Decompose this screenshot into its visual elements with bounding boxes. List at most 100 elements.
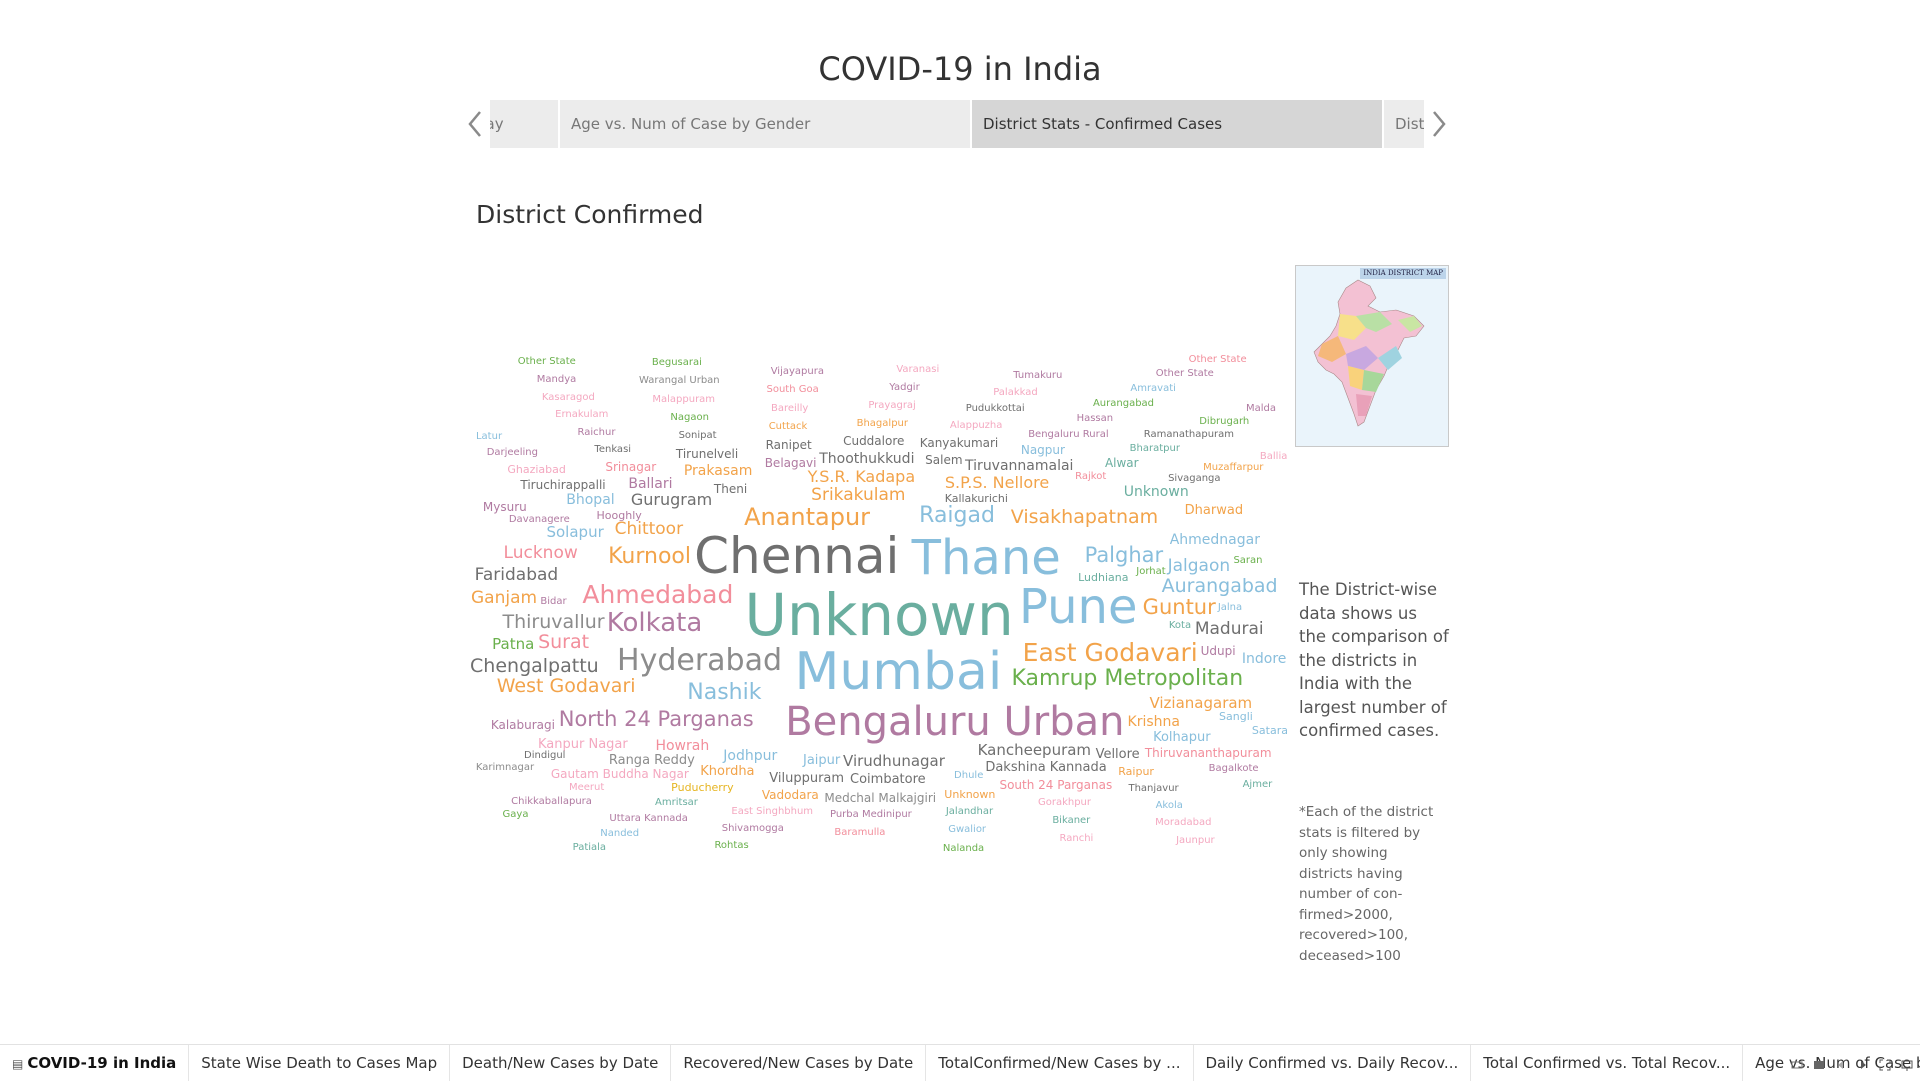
cloud-word-medchal-malkajgiri[interactable]: Medchal Malkajgiri [824, 790, 937, 805]
cloud-word-baramulla[interactable]: Baramulla [834, 827, 886, 839]
cloud-word-ramanathapuram[interactable]: Ramanathapuram [1143, 429, 1235, 441]
cloud-word-ahmednagar[interactable]: Ahmednagar [1169, 531, 1260, 548]
cloud-word-amravati[interactable]: Amravati [1130, 383, 1176, 394]
cloud-word-kancheepuram[interactable]: Kancheepuram [977, 740, 1092, 759]
cloud-word-jaipur[interactable]: Jaipur [803, 753, 841, 769]
cloud-word-vellore[interactable]: Vellore [1095, 747, 1140, 763]
cloud-word-nagpur[interactable]: Nagpur [1020, 443, 1065, 458]
cloud-word-chittoor[interactable]: Chittoor [614, 519, 684, 540]
cloud-word-kalaburagi[interactable]: Kalaburagi [490, 717, 555, 732]
cloud-word-unknown[interactable]: Unknown [1123, 483, 1189, 500]
cloud-word-guntur[interactable]: Guntur [1142, 594, 1216, 619]
cloud-word-faridabad[interactable]: Faridabad [474, 564, 559, 585]
cloud-word-bhopal[interactable]: Bhopal [566, 492, 615, 509]
cloud-word-vadodara[interactable]: Vadodara [761, 788, 819, 803]
cloud-word-vijayapura[interactable]: Vijayapura [770, 366, 824, 378]
cloud-word-palghar[interactable]: Palghar [1084, 543, 1164, 568]
cloud-word-hassan[interactable]: Hassan [1076, 413, 1114, 425]
cloud-word-gwalior[interactable]: Gwalior [948, 824, 987, 836]
cloud-word-moradabad[interactable]: Moradabad [1155, 817, 1212, 829]
cloud-word-vizianagaram[interactable]: Vizianagaram [1149, 693, 1253, 712]
cloud-word-theni[interactable]: Theni [713, 481, 748, 496]
cloud-word-khordha[interactable]: Khordha [700, 764, 755, 780]
story-point-age-gender[interactable]: Age vs. Num of Case by Gender [560, 100, 970, 148]
fullscreen-icon[interactable] [1878, 1058, 1892, 1072]
tab-recovered-new-cases[interactable]: Recovered/New Cases by Date [671, 1045, 927, 1081]
cloud-word-davanagere[interactable]: Davanagere [508, 514, 570, 526]
cloud-word-howrah[interactable]: Howrah [655, 737, 710, 754]
cloud-word-visakhapatnam[interactable]: Visakhapatnam [1010, 505, 1159, 528]
cloud-word-ranipet[interactable]: Ranipet [765, 437, 812, 452]
cloud-word-nanded[interactable]: Nanded [600, 827, 640, 839]
cloud-word-jalandhar[interactable]: Jalandhar [945, 806, 994, 818]
cloud-word-thane[interactable]: Thane [911, 530, 1061, 587]
cloud-word-bengaluru-rural[interactable]: Bengaluru Rural [1028, 428, 1109, 440]
cloud-word-yadgir[interactable]: Yadgir [889, 382, 920, 393]
cloud-word-muzaffarpur[interactable]: Muzaffarpur [1203, 461, 1264, 473]
filmstrip-icon[interactable] [1790, 1058, 1804, 1072]
cloud-word-jaunpur[interactable]: Jaunpur [1176, 835, 1215, 847]
cloud-word-gurugram[interactable]: Gurugram [630, 490, 713, 510]
cloud-word-bhagalpur[interactable]: Bhagalpur [856, 417, 908, 429]
cloud-word-other-state[interactable]: Other State [1155, 368, 1214, 380]
tab-state-death-map[interactable]: State Wise Death to Cases Map [189, 1045, 451, 1081]
cloud-word-ahmedabad[interactable]: Ahmedabad [582, 580, 734, 610]
cloud-word-ballia[interactable]: Ballia [1259, 450, 1288, 462]
cloud-word-ranchi[interactable]: Ranchi [1059, 833, 1094, 845]
cloud-word-bidar[interactable]: Bidar [540, 596, 567, 608]
cloud-word-raigad[interactable]: Raigad [919, 502, 995, 528]
cloud-word-west-godavari[interactable]: West Godavari [496, 675, 636, 698]
cloud-word-amritsar[interactable]: Amritsar [655, 797, 698, 809]
cloud-word-raipur[interactable]: Raipur [1118, 764, 1154, 778]
cloud-word-aurangabad[interactable]: Aurangabad [1092, 397, 1155, 409]
cloud-word-bareilly[interactable]: Bareilly [771, 402, 809, 414]
cloud-word-meerut[interactable]: Meerut [568, 782, 605, 794]
cloud-word-ernakulam[interactable]: Ernakulam [555, 409, 609, 421]
tab-total-confirmed-new-cases[interactable]: TotalConfirmed/New Cases by ... [926, 1045, 1194, 1081]
cloud-word-anantapur[interactable]: Anantapur [744, 502, 871, 531]
cloud-word-latur[interactable]: Latur [475, 431, 503, 443]
cloud-word-ballari[interactable]: Ballari [628, 475, 673, 492]
cloud-word-puducherry[interactable]: Puducherry [671, 781, 734, 795]
cloud-word-ajmer[interactable]: Ajmer [1242, 778, 1273, 790]
cloud-word-kasaragod[interactable]: Kasaragod [541, 391, 595, 403]
cloud-word-cuttack[interactable]: Cuttack [768, 420, 808, 432]
cloud-word-kurnool[interactable]: Kurnool [608, 544, 691, 570]
cloud-word-south-goa[interactable]: South Goa [766, 384, 819, 396]
cloud-word-unknown[interactable]: Unknown [744, 581, 1014, 649]
cloud-word-krishna[interactable]: Krishna [1127, 714, 1180, 731]
cloud-word-mandya[interactable]: Mandya [536, 373, 577, 385]
cloud-word-tiruvannamalai[interactable]: Tiruvannamalai [965, 458, 1074, 475]
cloud-word-aurangabad[interactable]: Aurangabad [1161, 574, 1278, 597]
cloud-word-varanasi[interactable]: Varanasi [896, 364, 940, 376]
cloud-word-patna[interactable]: Patna [492, 635, 535, 653]
cloud-word-chengalpattu[interactable]: Chengalpattu [470, 654, 599, 677]
cloud-word-ganjam[interactable]: Ganjam [471, 587, 538, 608]
cloud-word-dindigul[interactable]: Dindigul [524, 750, 566, 762]
cloud-word-raichur[interactable]: Raichur [577, 426, 616, 438]
tabs-view-icon[interactable] [1812, 1058, 1826, 1072]
cloud-word-udupi[interactable]: Udupi [1200, 644, 1236, 659]
story-next-arrow[interactable] [1424, 100, 1454, 148]
cloud-word-dharwad[interactable]: Dharwad [1184, 502, 1244, 518]
cloud-word-begusarai[interactable]: Begusarai [651, 357, 702, 369]
cloud-word-alappuzha[interactable]: Alappuzha [949, 420, 1003, 432]
cloud-word-indore[interactable]: Indore [1241, 650, 1287, 667]
cloud-word-palakkad[interactable]: Palakkad [993, 386, 1038, 398]
cloud-word-tumakuru[interactable]: Tumakuru [1013, 370, 1063, 381]
cloud-word-sonipat[interactable]: Sonipat [678, 429, 717, 441]
cloud-word-kallakurichi[interactable]: Kallakurichi [944, 492, 1008, 506]
cloud-word-chennai[interactable]: Chennai [694, 527, 900, 586]
cloud-word-solapur[interactable]: Solapur [546, 523, 604, 542]
cloud-word-other-state[interactable]: Other State [517, 355, 576, 367]
cloud-word-rohtas[interactable]: Rohtas [714, 839, 749, 851]
cloud-word-nagaon[interactable]: Nagaon [670, 411, 709, 423]
cloud-word-north-24-parganas[interactable]: North 24 Parganas [558, 706, 754, 731]
tab-total-confirmed-recovered[interactable]: Total Confirmed vs. Total Recov... [1471, 1045, 1744, 1081]
cloud-word-lucknow[interactable]: Lucknow [503, 542, 578, 563]
cloud-word-srinagar[interactable]: Srinagar [605, 460, 657, 475]
cloud-word-malappuram[interactable]: Malappuram [652, 393, 716, 405]
cloud-word-dhule[interactable]: Dhule [954, 770, 984, 782]
cloud-word-bagalkote[interactable]: Bagalkote [1208, 762, 1259, 774]
cloud-word-bharatpur[interactable]: Bharatpur [1129, 442, 1180, 454]
